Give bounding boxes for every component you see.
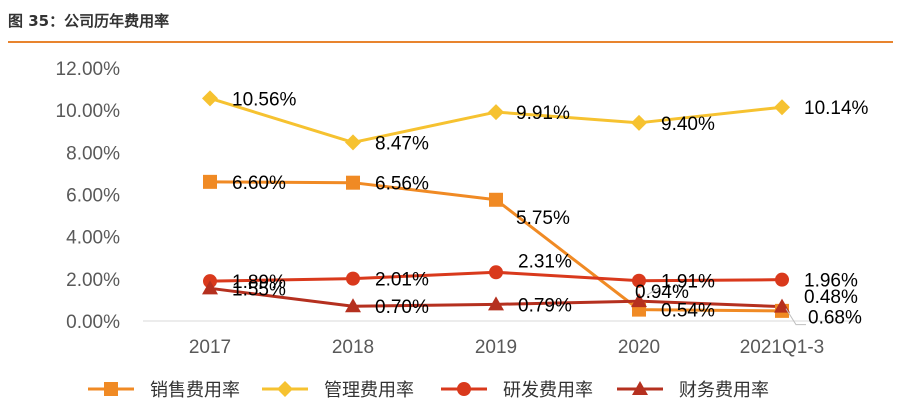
x-tick-label-2017: 2017 [189, 337, 231, 358]
point-mgmt-2020 [631, 114, 647, 131]
data-label-finance-2017: 1.55% [232, 279, 286, 300]
point-mgmt-2021q1-3 [774, 99, 790, 116]
legend-label-rnd: 研发费用率 [503, 380, 593, 401]
legend-label-sales: 销售费用率 [150, 380, 240, 401]
y-tick-label-2: 4.00% [66, 228, 120, 249]
point-sales-2017 [203, 174, 217, 189]
data-label-rnd-2020: 1.91% [661, 272, 715, 293]
point-mgmt-2017 [202, 90, 218, 107]
data-label-sales-2018: 6.56% [375, 174, 429, 195]
data-label-rnd-2021q1-3: 1.96% [804, 271, 858, 292]
data-label-finance-2018: 0.70% [375, 297, 429, 318]
data-label-sales-2021q1-3: 0.48% [804, 287, 858, 308]
data-label-sales-2020: 0.54% [661, 301, 715, 322]
point-finance-2020 [631, 293, 647, 308]
y-tick-label-1: 2.00% [66, 270, 120, 291]
data-label-sales-2019: 5.75% [516, 208, 570, 229]
figure-title: 图 35：公司历年费用率 [8, 12, 170, 30]
point-finance-2019 [488, 296, 504, 311]
legend-marker-finance [632, 381, 648, 395]
y-tick-label-5: 10.00% [56, 101, 121, 122]
data-label-rnd-2018: 2.01% [375, 270, 429, 291]
y-tick-label-3: 6.00% [66, 186, 120, 207]
point-rnd-2018 [346, 271, 360, 286]
leader-line-finance-2021q1-3 [785, 308, 806, 326]
point-mgmt-2019 [488, 104, 504, 121]
data-label-sales-2017: 6.60% [232, 173, 286, 194]
data-label-finance-2021q1-3: 0.68% [808, 308, 862, 329]
x-tick-label-2021q1-3: 2021Q1-3 [740, 337, 825, 358]
legend-marker-mgmt [277, 381, 293, 397]
data-label-rnd-2017: 1.89% [232, 272, 286, 293]
data-label-mgmt-2019: 9.91% [516, 103, 570, 124]
data-label-mgmt-2021q1-3: 10.14% [804, 98, 869, 119]
point-sales-2019 [489, 192, 503, 207]
point-rnd-2021q1-3 [775, 272, 789, 287]
leader-line-finance-2020 [646, 286, 660, 296]
title-underline [8, 41, 893, 43]
point-finance-2017 [202, 280, 218, 295]
data-label-finance-2019: 0.79% [518, 295, 572, 316]
legend-label-mgmt: 管理费用率 [324, 380, 414, 401]
y-tick-label-0: 0.00% [66, 312, 120, 333]
data-label-rnd-2019: 2.31% [518, 251, 572, 272]
legend-label-finance: 财务费用率 [679, 380, 769, 401]
data-label-mgmt-2020: 9.40% [661, 114, 715, 135]
point-rnd-2020 [632, 273, 646, 288]
data-label-mgmt-2017: 10.56% [232, 89, 297, 110]
point-rnd-2019 [489, 265, 503, 280]
point-finance-2018 [345, 298, 361, 313]
point-sales-2018 [346, 175, 360, 190]
legend-marker-rnd [457, 382, 471, 396]
y-tick-label-4: 8.00% [66, 143, 120, 164]
legend-marker-sales [104, 382, 118, 396]
point-mgmt-2018 [345, 134, 361, 151]
x-tick-label-2018: 2018 [332, 337, 374, 358]
x-tick-label-2020: 2020 [618, 337, 660, 358]
data-label-finance-2020: 0.94% [635, 282, 689, 303]
y-tick-label-6: 12.00% [56, 59, 121, 80]
x-tick-label-2019: 2019 [475, 337, 517, 358]
data-label-mgmt-2018: 8.47% [375, 133, 429, 154]
